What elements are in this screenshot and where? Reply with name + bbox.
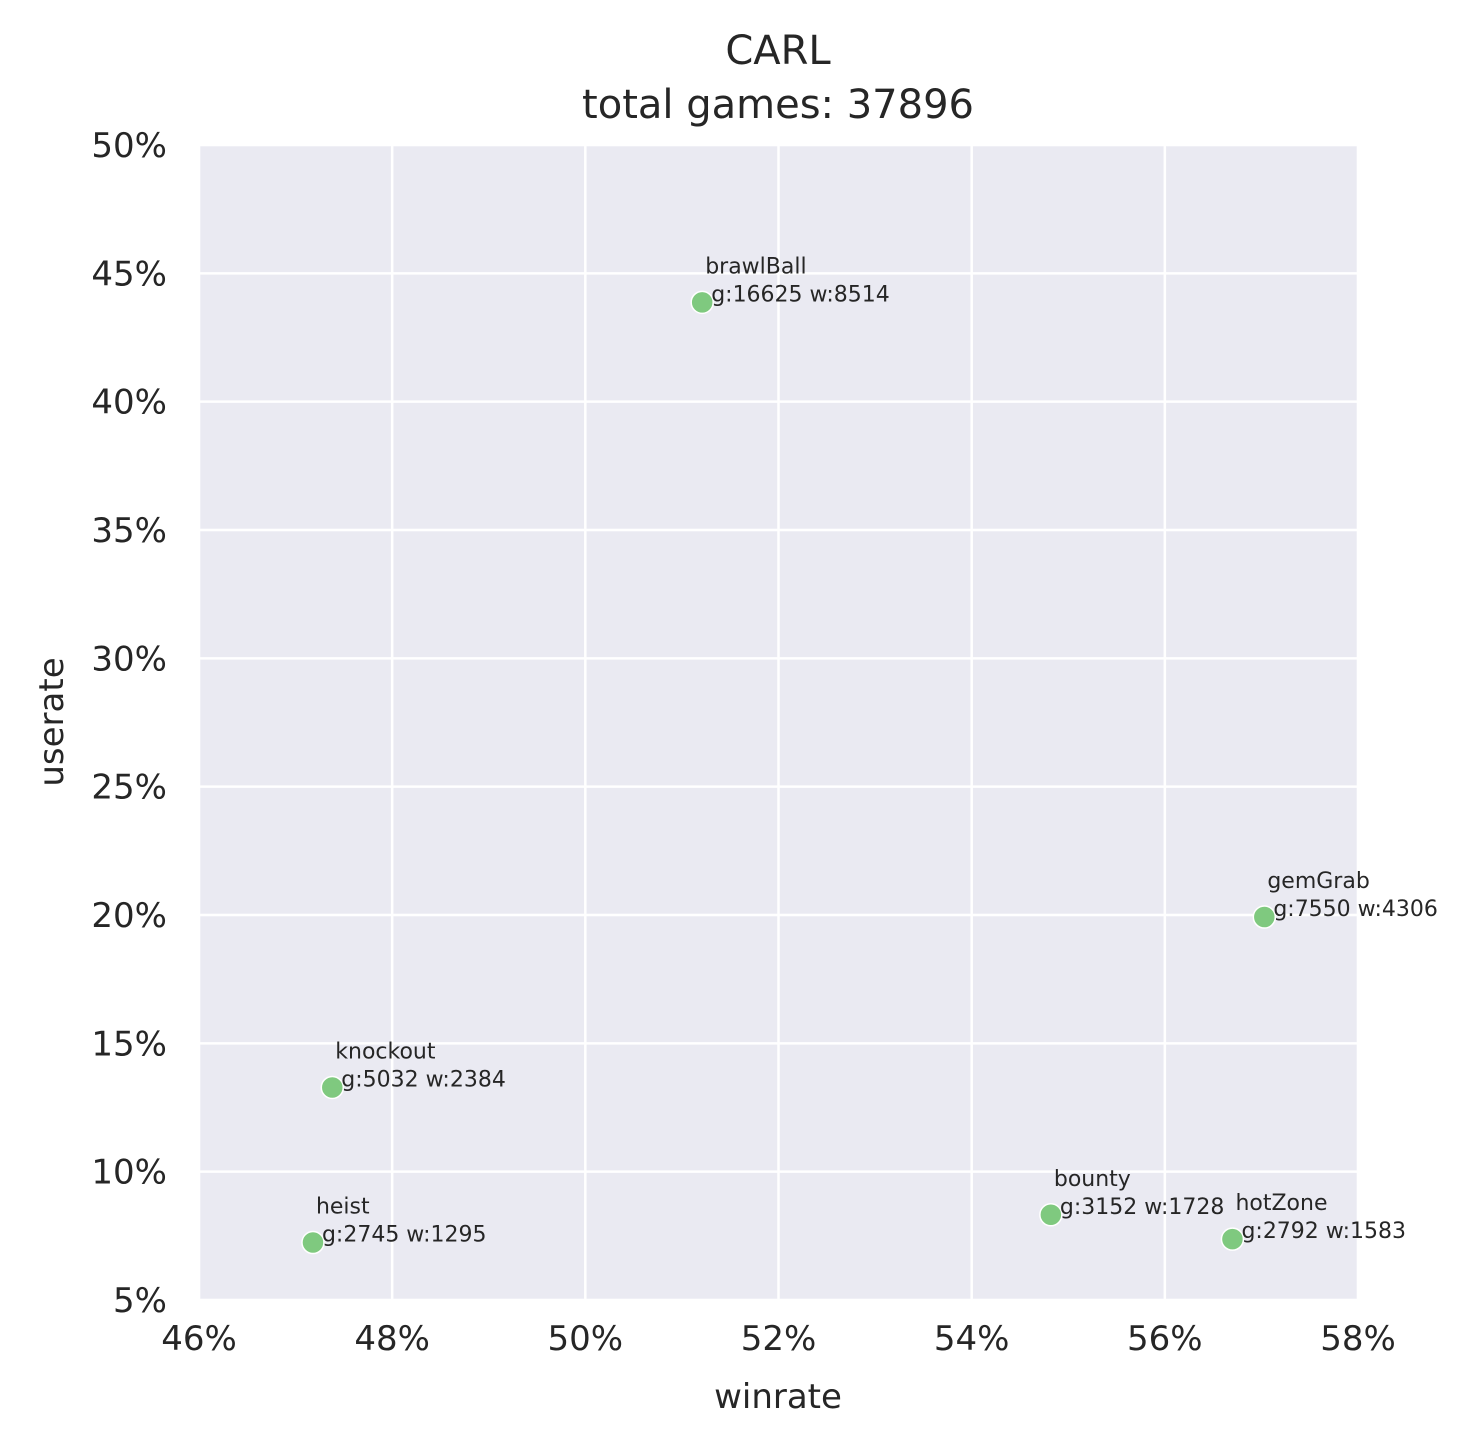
- y-tick-label: 25%: [91, 768, 167, 808]
- y-tick-label: 5%: [113, 1281, 167, 1321]
- point-label-mode: gemGrab: [1267, 869, 1369, 894]
- y-tick-label: 20%: [91, 896, 167, 936]
- x-tick-label: 56%: [1127, 1319, 1203, 1359]
- y-tick-label: 30%: [91, 639, 167, 679]
- chart-title: CARL: [725, 28, 831, 74]
- point-label-stats: g:5032 w:2384: [341, 1067, 506, 1092]
- x-tick-label: 52%: [741, 1319, 817, 1359]
- point-label-stats: g:7550 w:4306: [1273, 897, 1438, 922]
- x-tick-labels: 46% 48% 50% 52% 54% 56% 58%: [161, 1319, 1396, 1359]
- y-tick-label: 15%: [91, 1024, 167, 1064]
- data-point: [320, 1075, 345, 1100]
- point-label-stats: g:2745 w:1295: [322, 1223, 487, 1248]
- point-label-stats: g:16625 w:8514: [711, 282, 890, 307]
- point-label-mode: knockout: [335, 1039, 436, 1064]
- data-point: [1220, 1227, 1245, 1251]
- y-tick-label: 40%: [91, 383, 167, 423]
- point-annotations: brawlBall g:16625 w:8514 gemGrab g:7550 w:4…: [316, 254, 1438, 1247]
- x-tick-label: 58%: [1320, 1319, 1396, 1359]
- x-axis-label: winrate: [714, 1377, 842, 1417]
- chart-subtitle: total games: 37896: [582, 82, 974, 128]
- x-tick-label: 46%: [161, 1319, 237, 1359]
- data-point: [301, 1230, 325, 1255]
- y-tick-label: 50%: [91, 126, 167, 166]
- point-label-mode: heist: [316, 1195, 370, 1220]
- point-label-mode: hotZone: [1235, 1191, 1327, 1216]
- y-tick-label: 10%: [91, 1153, 167, 1193]
- y-tick-labels: 5% 10% 15% 20% 25% 30% 35% 40% 45% 50%: [91, 126, 167, 1321]
- data-point: [1252, 905, 1277, 929]
- data-points: [301, 290, 1277, 1255]
- data-point: [690, 290, 714, 315]
- grid-lines: [197, 143, 1360, 1302]
- y-axis-label: userate: [32, 657, 72, 786]
- point-label-stats: g:3152 w:1728: [1060, 1195, 1225, 1220]
- y-tick-label: 35%: [91, 511, 167, 551]
- x-tick-label: 50%: [548, 1319, 624, 1359]
- x-tick-label: 48%: [354, 1319, 430, 1359]
- data-point: [1039, 1203, 1063, 1227]
- point-label-mode: brawlBall: [705, 254, 806, 279]
- point-label-mode: bounty: [1054, 1167, 1131, 1192]
- x-tick-label: 54%: [934, 1319, 1010, 1359]
- point-label-stats: g:2792 w:1583: [1241, 1219, 1406, 1244]
- y-tick-label: 45%: [91, 254, 167, 294]
